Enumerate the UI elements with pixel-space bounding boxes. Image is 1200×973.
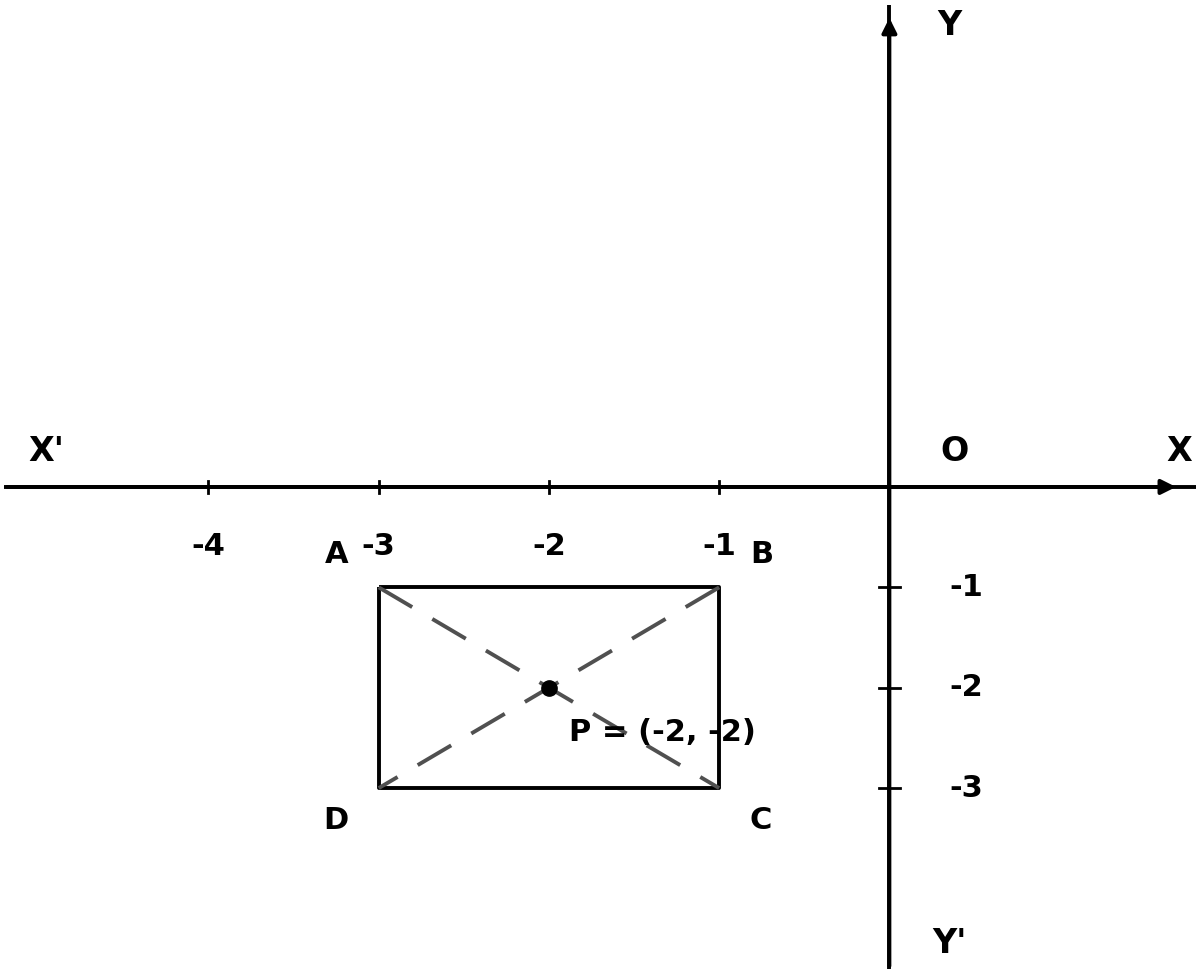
Text: -2: -2 [949, 673, 983, 703]
Text: -2: -2 [532, 532, 566, 561]
Text: -3: -3 [362, 532, 396, 561]
Text: A: A [324, 540, 348, 569]
Text: Y': Y' [932, 927, 966, 960]
Text: X': X' [29, 435, 65, 468]
Text: D: D [323, 807, 348, 835]
Text: Y: Y [937, 9, 961, 42]
Text: -3: -3 [949, 774, 983, 803]
Text: -1: -1 [702, 532, 736, 561]
Text: B: B [750, 540, 773, 569]
Text: -4: -4 [192, 532, 226, 561]
Text: C: C [750, 807, 772, 835]
Text: P = (-2, -2): P = (-2, -2) [569, 718, 756, 747]
Text: X: X [1166, 435, 1192, 468]
Text: -1: -1 [949, 573, 983, 602]
Text: O: O [941, 435, 968, 468]
